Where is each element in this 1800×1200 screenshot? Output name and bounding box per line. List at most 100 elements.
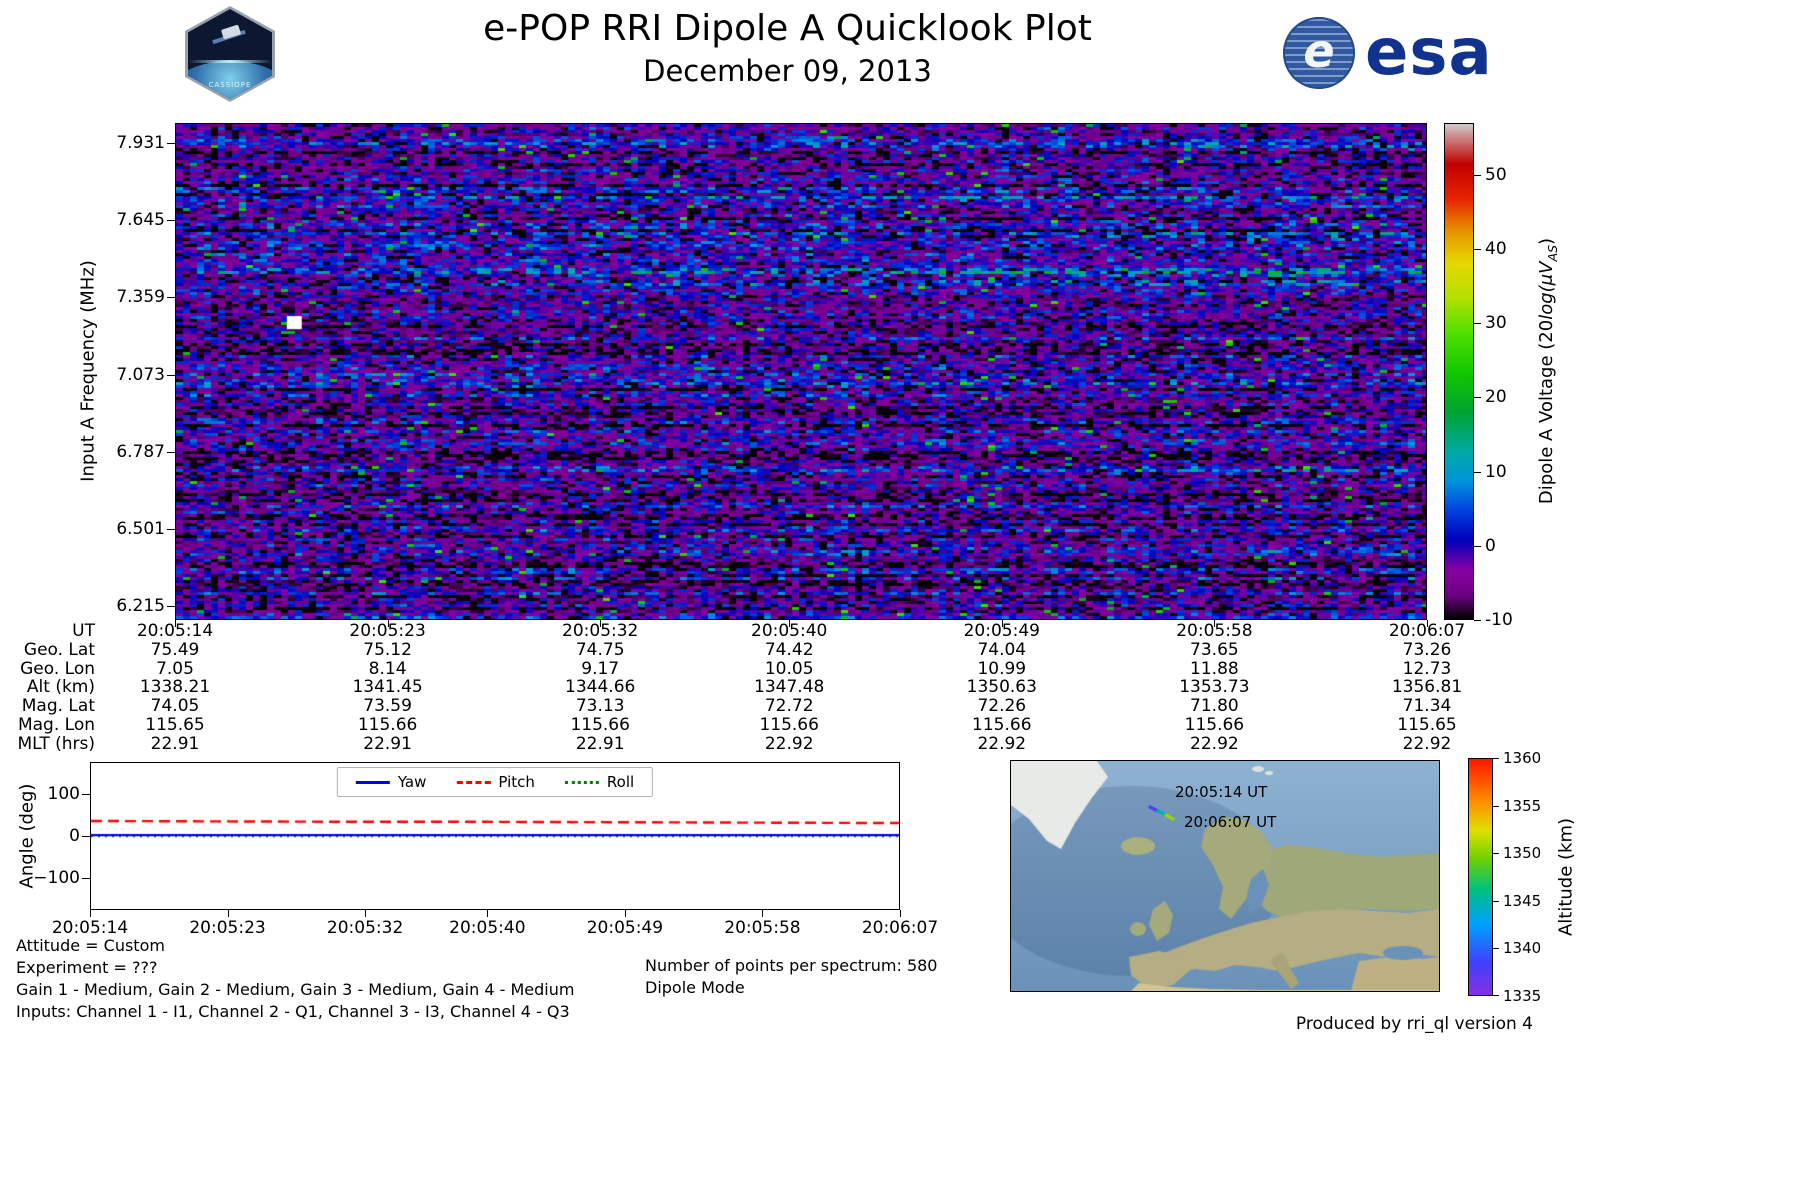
ephemeris-cell: 73.26: [1402, 639, 1452, 660]
track-start-label: 20:05:14 UT: [1175, 783, 1268, 801]
legend-item-pitch: Pitch: [456, 773, 535, 791]
freq-tick-mark: [167, 297, 175, 299]
patch-mission-name: CASSIOPE: [208, 81, 252, 89]
altitude-cbar-tick-mark: [1493, 900, 1499, 902]
angle-tick-mark: [82, 793, 90, 795]
ephemeris-cell: 75.12: [363, 639, 412, 660]
ephemeris-cell: 74.42: [764, 639, 814, 660]
angle-time-tick-label: 20:05:49: [586, 918, 664, 938]
ephemeris-cell: 1353.73: [1179, 677, 1250, 698]
altitude-colorbar-frame: [1468, 758, 1493, 996]
angle-time-tick-label: 20:05:58: [724, 918, 801, 938]
altitude-cbar-tick-mark: [1493, 758, 1499, 759]
ephemeris-cell: 9.17: [581, 658, 620, 679]
ephemeris-cell: 20:05:49: [963, 621, 1040, 641]
altitude-cbar-tick-label: 1350: [1503, 844, 1542, 863]
note-dipole-mode: Dipole Mode: [645, 978, 745, 997]
voltage-cbar-tick-mark: [1474, 249, 1481, 251]
altitude-cbar-tick-mark: [1493, 853, 1499, 855]
ephemeris-cell: 73.65: [1190, 639, 1239, 660]
voltage-colorbar-canvas: [1445, 124, 1473, 619]
note-experiment: Experiment = ???: [16, 958, 158, 977]
ephemeris-cell: 1356.81: [1391, 677, 1463, 698]
page-title: e-POP RRI Dipole A Quicklook Plot: [483, 8, 1092, 49]
ephemeris-cell: 22.91: [363, 733, 412, 754]
ephemeris-block: UT 20:05:14 20:05:23 20:05:32 20:05:40 20:05:…: [0, 622, 1575, 754]
roll-line-sample: [564, 781, 599, 784]
altitude-cbar-tick-mark: [1493, 995, 1499, 996]
note-attitude: Attitude = Custom: [16, 936, 165, 955]
freq-tick-mark: [167, 374, 175, 376]
ephemeris-cell: 1350.63: [966, 677, 1037, 698]
pitch-line-sample: [456, 781, 491, 784]
ephemeris-cell: 74.75: [575, 639, 625, 660]
freq-tick-mark: [167, 142, 175, 144]
freq-tick-label: 7.645: [116, 210, 165, 231]
time-tick-mark: [175, 620, 176, 627]
ephemeris-row-label: Alt (km): [26, 677, 95, 698]
ephemeris-row-label: UT: [72, 621, 95, 641]
ephemeris-cell: 75.49: [150, 639, 200, 660]
time-tick-mark: [1427, 620, 1428, 627]
time-tick-mark: [1001, 620, 1003, 627]
angle-time-tick-label: 20:06:07: [861, 918, 939, 938]
freq-tick-label: 7.073: [116, 364, 165, 385]
ephemeris-cell: 22.92: [977, 733, 1027, 754]
altitude-cbar-tick-label: 1335: [1503, 987, 1542, 1005]
voltage-cbar-tick-mark: [1474, 323, 1481, 325]
angle-time-tick-label: 20:05:14: [51, 918, 129, 938]
ephemeris-cell: 20:05:40: [751, 621, 828, 641]
voltage-cbar-tick-label: -10: [1485, 610, 1513, 630]
angle-tick-label: 0: [69, 826, 80, 846]
ephemeris-cell: 1344.66: [565, 677, 636, 698]
groundtrack-map-frame: 20:05:14 UT 20:06:07 UT: [1010, 760, 1440, 992]
ephemeris-cell: 115.65: [145, 715, 205, 735]
voltage-cbar-tick-mark: [1474, 620, 1481, 621]
ephemeris-cell: 115.66: [570, 715, 630, 735]
angle-time-tick-mark: [227, 910, 229, 917]
time-tick-mark: [387, 620, 389, 627]
altitude-cbar-tick-label: 1355: [1503, 796, 1542, 815]
voltage-cbar-tick-mark: [1474, 174, 1481, 176]
time-tick-mark: [1214, 620, 1216, 627]
esa-logo: e esa: [1283, 16, 1493, 90]
angle-tick-label: 100: [47, 783, 80, 804]
altitude-cbar-tick-mark: [1493, 805, 1499, 807]
angle-time-tick-label: 20:05:23: [189, 918, 266, 938]
ephemeris-cell: 10.05: [764, 658, 814, 679]
angle-tick-label: −100: [33, 868, 80, 889]
freq-tick-mark: [167, 220, 175, 222]
angle-time-tick-mark: [487, 910, 489, 917]
angle-tick-mark: [82, 836, 90, 837]
ephemeris-cell: 72.26: [977, 696, 1027, 717]
ephemeris-row-label: Geo. Lat: [23, 639, 95, 660]
yaw-line-sample: [355, 781, 390, 784]
horizon-glow: [188, 60, 272, 63]
freq-tick-label: 6.501: [116, 519, 165, 540]
angle-plot-frame: Yaw Pitch Roll: [90, 762, 900, 910]
voltage-cbar-tick-label: 40: [1485, 239, 1507, 260]
ephemeris-row-label: Geo. Lon: [20, 658, 95, 679]
ephemeris-row-label: Mag. Lat: [21, 696, 95, 717]
ephemeris-cell: 74.04: [977, 639, 1027, 660]
altitude-cbar-tick-mark: [1493, 948, 1499, 950]
voltage-cbar-tick-mark: [1474, 545, 1481, 547]
ephemeris-cell: 22.92: [1190, 733, 1239, 754]
ephemeris-cell: 22.92: [1402, 733, 1452, 754]
angle-time-tick-mark: [762, 910, 764, 917]
voltage-colorbar-label: Dipole A Voltage (20log(μVAS): [1536, 237, 1560, 505]
voltage-cbar-tick-label: 30: [1485, 313, 1507, 334]
freq-tick-label: 6.215: [116, 596, 165, 617]
angle-legend: Yaw Pitch Roll: [336, 767, 654, 797]
groundtrack-map-canvas: [1011, 761, 1439, 991]
angle-time-tick-mark: [900, 910, 901, 917]
ephemeris-cell: 1347.48: [754, 677, 825, 698]
ephemeris-cell: 115.66: [759, 715, 819, 735]
note-gains: Gain 1 - Medium, Gain 2 - Medium, Gain 3…: [16, 980, 575, 999]
voltage-cbar-tick-label: 50: [1485, 164, 1507, 185]
voltage-cbar-tick-label: 20: [1485, 387, 1507, 408]
page-date: December 09, 2013: [643, 54, 932, 88]
ephemeris-cell: 74.05: [150, 696, 200, 717]
ephemeris-cell: 22.92: [764, 733, 814, 754]
